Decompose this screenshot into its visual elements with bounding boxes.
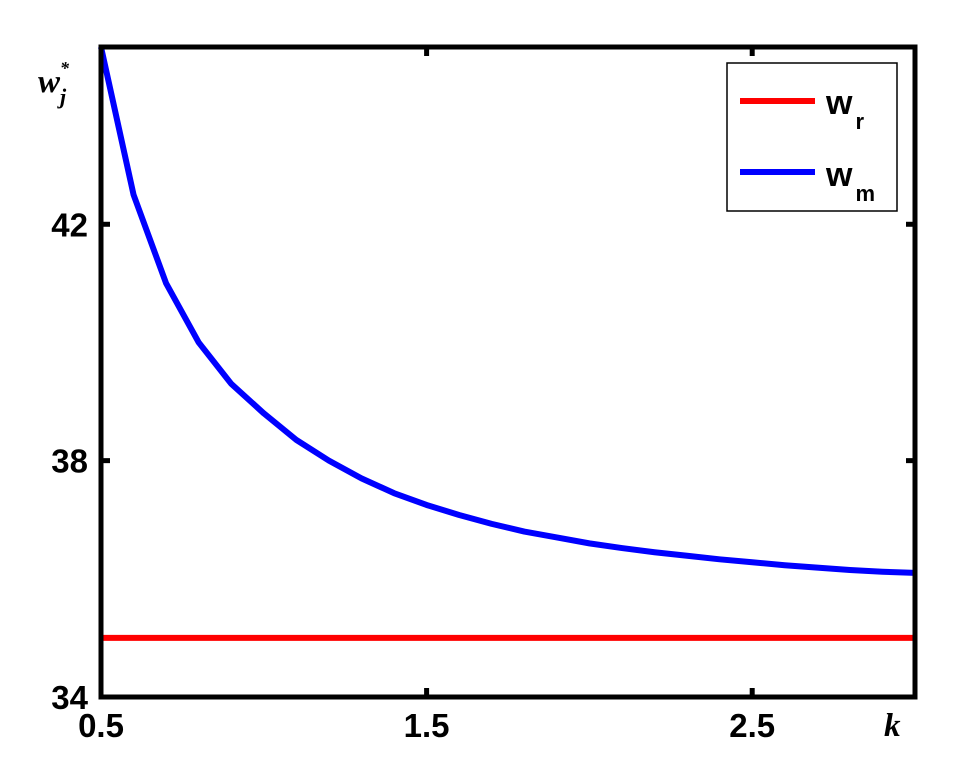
y-tick-label: 38 bbox=[51, 443, 88, 480]
axis-tick-labels: 0.5 1.5 2.5 34 38 42 bbox=[51, 206, 775, 744]
y-axis-label: w* j bbox=[38, 58, 70, 109]
y-axis-label-base: w bbox=[38, 64, 61, 100]
x-tick-label: 0.5 bbox=[78, 707, 124, 744]
axis-ticks bbox=[98, 47, 915, 700]
y-axis-label-sub: j bbox=[57, 84, 67, 109]
y-axis-label-sup: * bbox=[60, 58, 70, 78]
y-tick-label: 34 bbox=[51, 679, 88, 716]
legend-box bbox=[726, 62, 898, 212]
legend-label-w-m-base: w bbox=[825, 156, 853, 194]
x-tick-label: 1.5 bbox=[404, 707, 450, 744]
series-line-w-m bbox=[98, 46, 916, 576]
plot-frame bbox=[98, 44, 918, 700]
x-axis-label: k bbox=[884, 708, 901, 744]
legend-label-w-r-base: w bbox=[825, 84, 853, 122]
legend-label-w-r-sub: r bbox=[855, 109, 864, 134]
plot-area bbox=[98, 46, 916, 641]
x-tick-label: 2.5 bbox=[729, 707, 775, 744]
y-tick-label: 42 bbox=[51, 206, 88, 243]
legend-label-w-m-sub: m bbox=[855, 181, 875, 206]
